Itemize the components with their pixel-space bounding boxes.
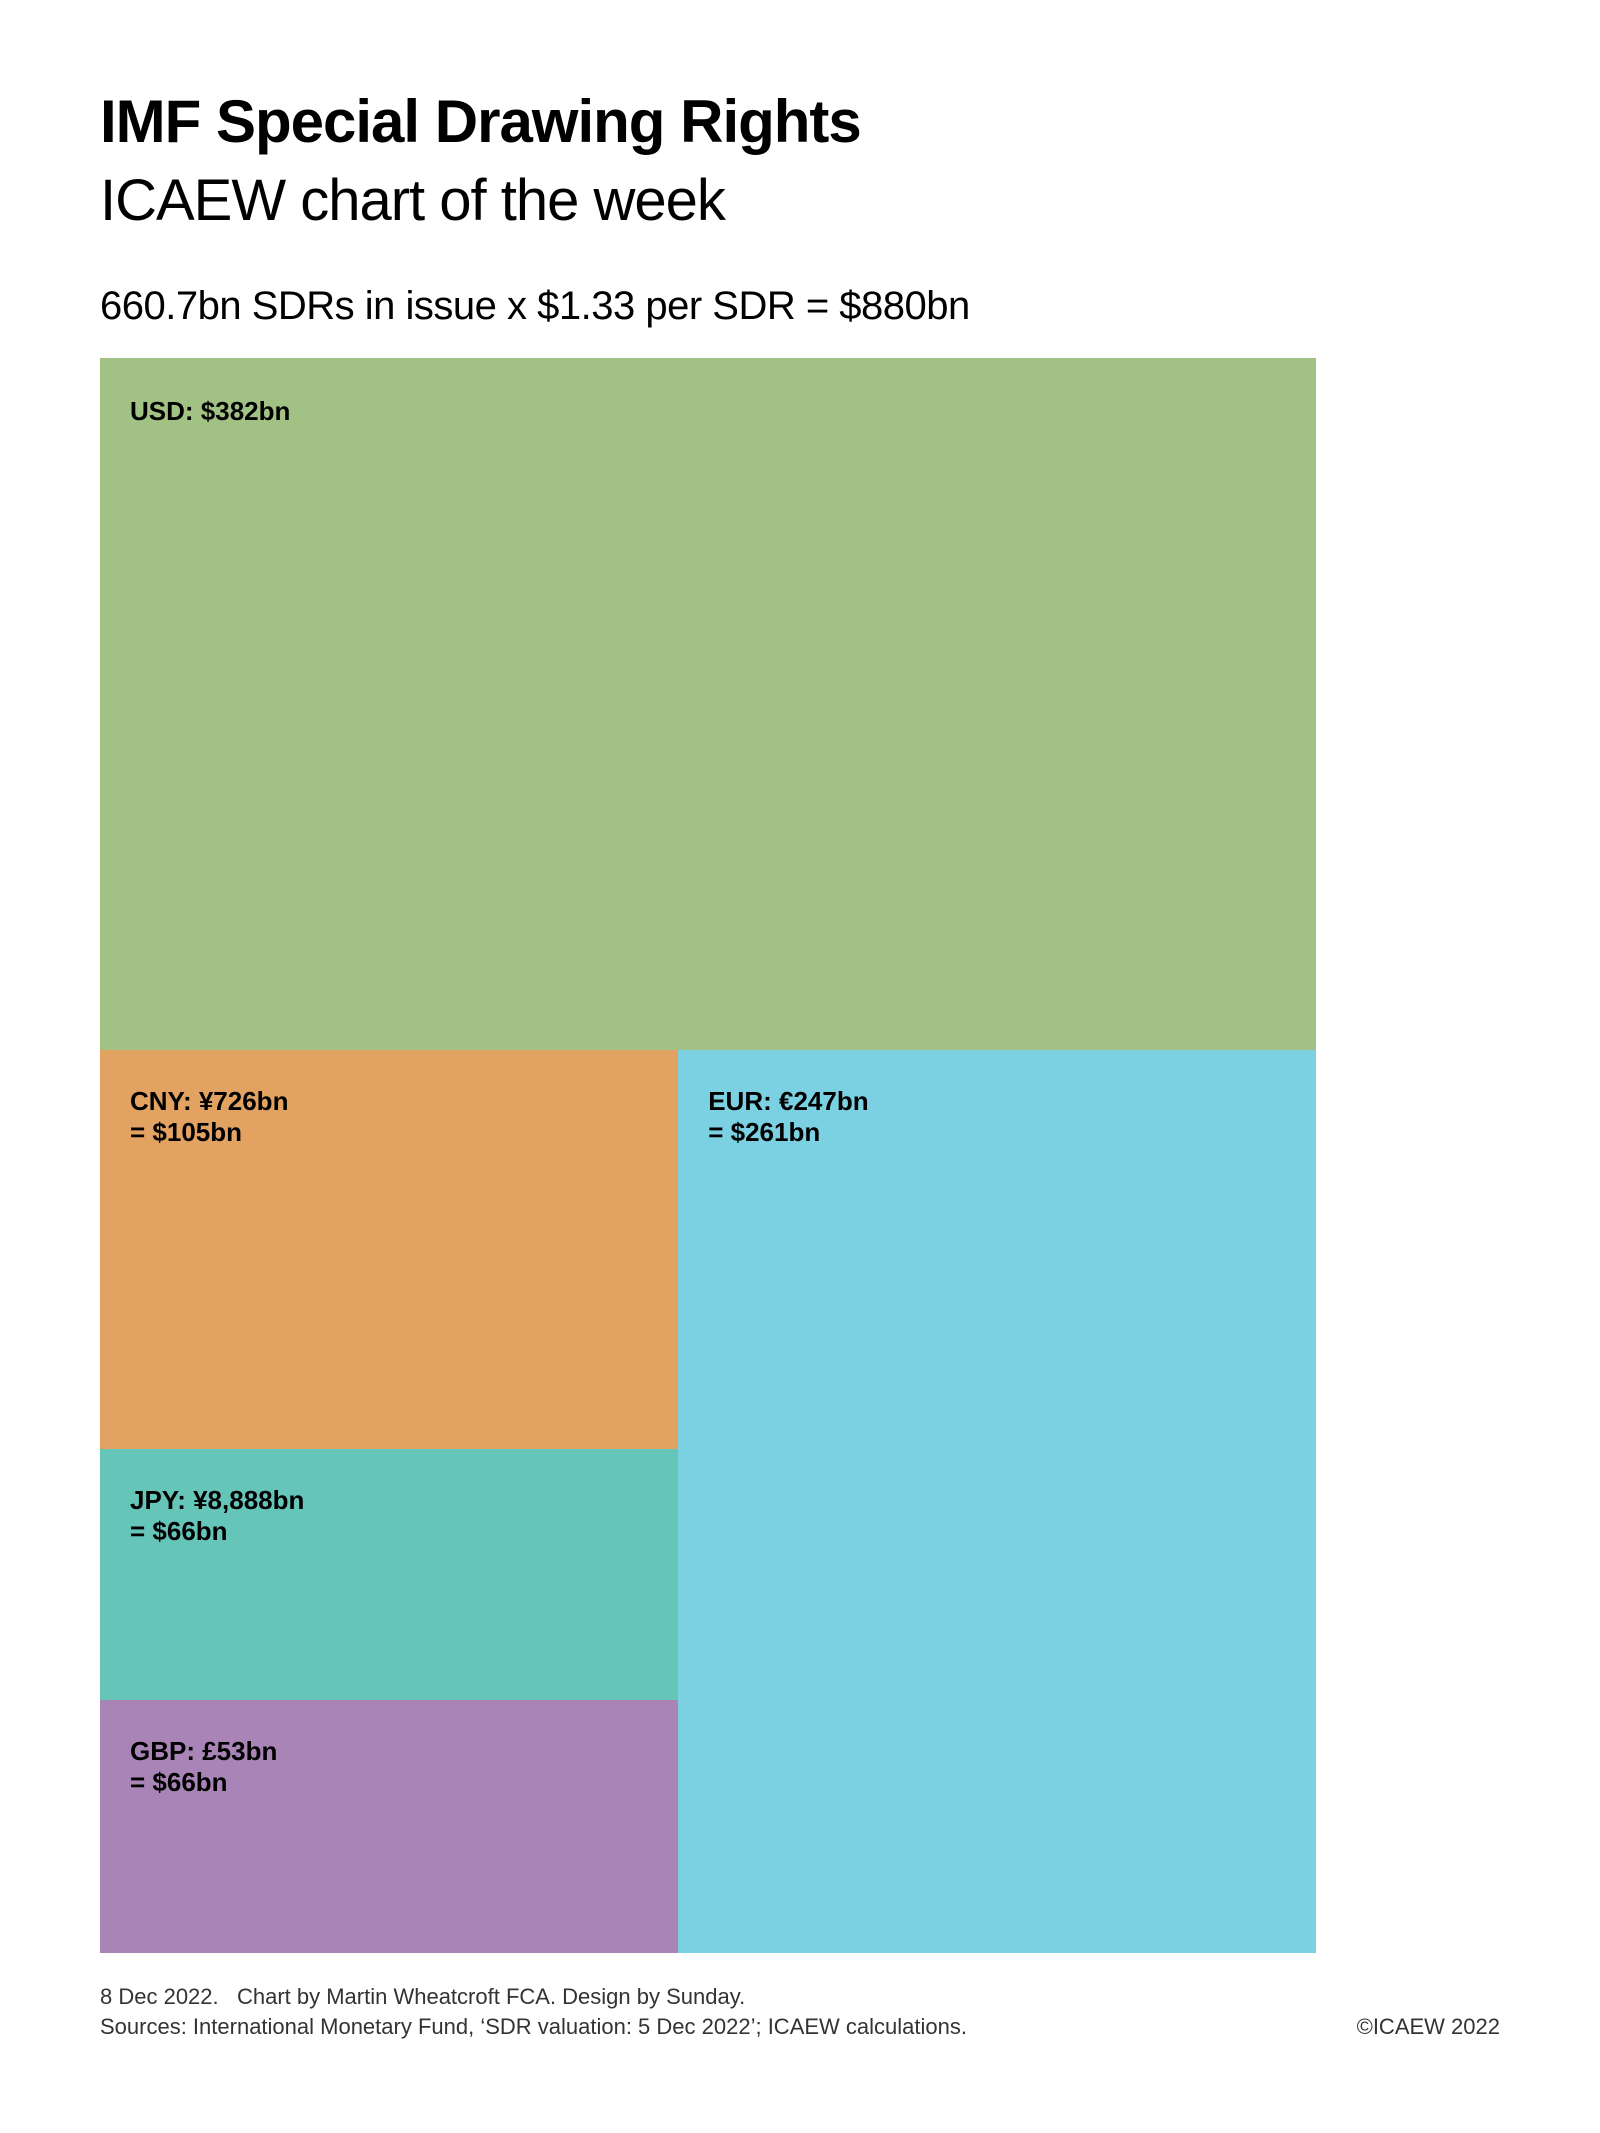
chart-headline: 660.7bn SDRs in issue x $1.33 per SDR = … [100, 284, 970, 328]
tile-label-line1: JPY: ¥8,888bn [130, 1484, 305, 1515]
tile-label: USD: $382bn [130, 396, 290, 427]
tile-label: JPY: ¥8,888bn = $66bn [130, 1485, 304, 1547]
chart-title: IMF Special Drawing Rights [100, 88, 862, 155]
tile-label: GBP: £53bn = $66bn [130, 1736, 277, 1798]
tile-cny: CNY: ¥726bn = $105bn [100, 1049, 680, 1451]
tile-label-line2: = $105bn [130, 1116, 243, 1147]
tile-label: EUR: €247bn = $261bn [708, 1086, 868, 1148]
tile-jpy: JPY: ¥8,888bn = $66bn [100, 1448, 680, 1702]
tile-label: CNY: ¥726bn = $105bn [130, 1086, 288, 1148]
tile-label-line1: CNY: ¥726bn [130, 1085, 289, 1116]
tile-label-line2: = $261bn [708, 1116, 821, 1147]
tile-label-line2: = $66bn [130, 1766, 228, 1797]
footer-copyright: ©ICAEW 2022 [1356, 2014, 1500, 2039]
treemap: USD: $382bn CNY: ¥726bn = $105bn JPY: ¥8,88… [100, 358, 1317, 1953]
tile-usd: USD: $382bn [100, 358, 1316, 1051]
footer-credits: 8 Dec 2022. Chart by Martin Wheatcroft F… [100, 1984, 746, 2009]
footer-sources: Sources: International Monetary Fund, ‘S… [100, 2014, 967, 2039]
tile-label-line1: EUR: €247bn [708, 1085, 869, 1116]
tile-label-line2: = $66bn [130, 1515, 228, 1546]
tile-label-line1: GBP: £53bn [130, 1735, 278, 1766]
chart-subtitle: ICAEW chart of the week [100, 168, 726, 233]
tile-eur: EUR: €247bn = $261bn [678, 1049, 1317, 1953]
tile-gbp: GBP: £53bn = $66bn [100, 1699, 680, 1953]
tile-label-line1: USD: $382bn [130, 396, 291, 426]
